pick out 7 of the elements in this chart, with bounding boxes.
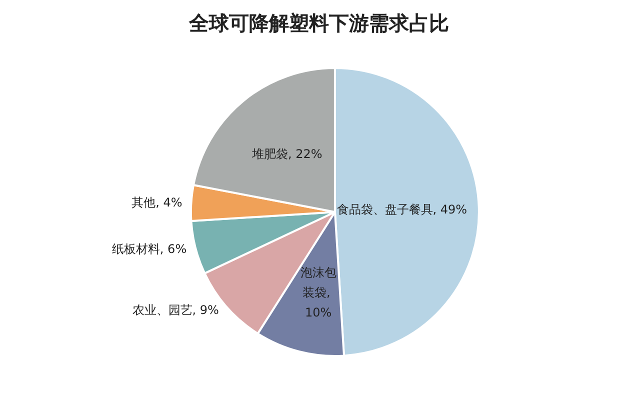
slice-label: 泡沫包装袋, 10% — [300, 266, 336, 320]
slice-label: 食品袋、盘子餐具, 49% — [336, 202, 468, 217]
slice-label: 纸板材料, 6% — [112, 242, 187, 256]
slice-label: 其他, 4% — [132, 196, 182, 210]
slice-label: 堆肥袋, 22% — [250, 147, 322, 162]
chart-title: 全球可降解塑料下游需求占比 — [188, 11, 449, 35]
slice-label: 农业、园艺, 9% — [132, 302, 219, 317]
